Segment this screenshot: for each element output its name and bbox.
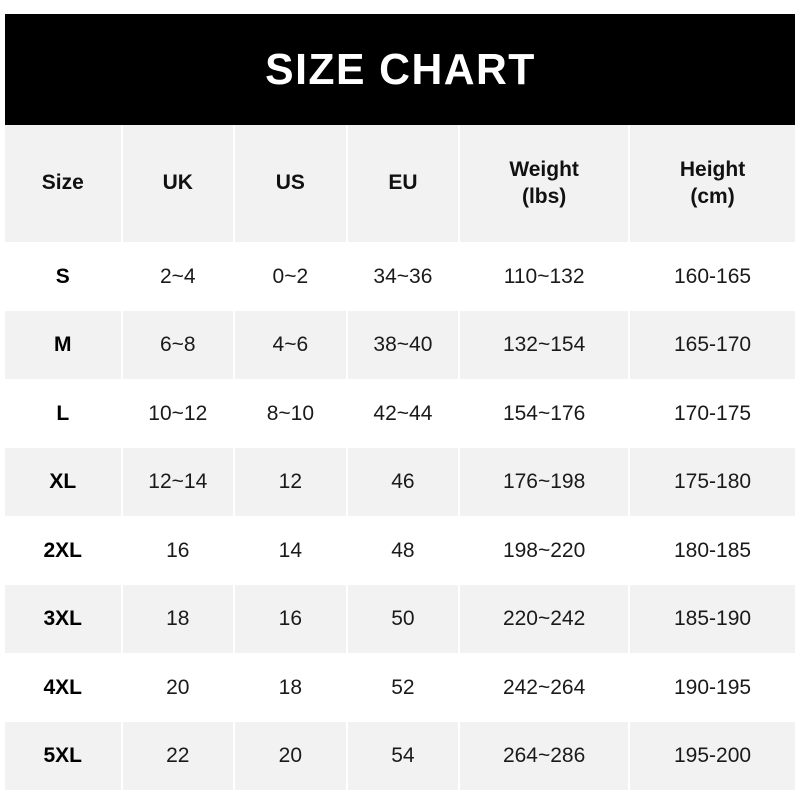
cell-eu: 50 <box>346 584 461 653</box>
cell-us: 20 <box>234 721 348 790</box>
column-header-size: Size <box>5 125 123 242</box>
cell-us: 16 <box>234 584 348 653</box>
cell-uk: 10~12 <box>121 379 236 448</box>
cell-size: S <box>5 242 123 311</box>
cell-height: 185-190 <box>629 584 795 653</box>
cell-height: 190-195 <box>629 653 795 722</box>
cell-size: M <box>5 310 123 379</box>
table-header: Size UK US EU Weight (lbs) Height (cm) <box>5 125 795 242</box>
table-row: L 10~12 8~10 42~44 154~176 170-175 <box>5 379 795 448</box>
cell-size: XL <box>5 447 123 516</box>
cell-eu: 52 <box>346 653 461 722</box>
cell-weight: 110~132 <box>459 242 631 311</box>
cell-eu: 48 <box>346 516 461 585</box>
cell-weight: 220~242 <box>459 584 631 653</box>
table-row: 2XL 16 14 48 198~220 180-185 <box>5 516 795 585</box>
cell-weight: 154~176 <box>459 379 631 448</box>
cell-weight: 242~264 <box>459 653 631 722</box>
column-header-height: Height (cm) <box>629 125 795 242</box>
header-label-size: Size <box>41 171 84 195</box>
column-header-uk: UK <box>121 125 236 242</box>
header-label-us: US <box>275 171 305 195</box>
cell-uk: 2~4 <box>121 242 236 311</box>
cell-weight: 264~286 <box>459 721 631 790</box>
cell-size: L <box>5 379 123 448</box>
cell-uk: 16 <box>121 516 236 585</box>
cell-eu: 38~40 <box>346 310 461 379</box>
cell-size: 3XL <box>5 584 123 653</box>
cell-uk: 20 <box>121 653 236 722</box>
table-row: 5XL 22 20 54 264~286 195-200 <box>5 721 795 790</box>
cell-us: 12 <box>234 447 348 516</box>
table-row: XL 12~14 12 46 176~198 175-180 <box>5 447 795 516</box>
cell-eu: 54 <box>346 721 461 790</box>
cell-uk: 12~14 <box>121 447 236 516</box>
cell-size: 5XL <box>5 721 123 790</box>
cell-us: 8~10 <box>234 379 348 448</box>
header-label-height: Height <box>679 158 746 182</box>
table-row: 3XL 18 16 50 220~242 185-190 <box>5 584 795 653</box>
cell-height: 170-175 <box>629 379 795 448</box>
cell-size: 2XL <box>5 516 123 585</box>
cell-uk: 6~8 <box>121 310 236 379</box>
page-title: SIZE CHART <box>264 44 536 94</box>
cell-height: 175-180 <box>629 447 795 516</box>
table-row: S 2~4 0~2 34~36 110~132 160-165 <box>5 242 795 311</box>
table-body: S 2~4 0~2 34~36 110~132 160-165 M 6~8 4~6 38~40 13… <box>5 242 795 790</box>
column-header-eu: EU <box>346 125 461 242</box>
cell-height: 195-200 <box>629 721 795 790</box>
title-banner: SIZE CHART <box>5 14 795 125</box>
cell-weight: 198~220 <box>459 516 631 585</box>
cell-uk: 22 <box>121 721 236 790</box>
header-label-uk: UK <box>162 171 193 195</box>
cell-us: 14 <box>234 516 348 585</box>
cell-eu: 42~44 <box>346 379 461 448</box>
size-chart-table: Size UK US EU Weight (lbs) Height (cm) <box>5 125 795 790</box>
header-unit-weight: (lbs) <box>521 184 567 208</box>
cell-weight: 176~198 <box>459 447 631 516</box>
cell-height: 165-170 <box>629 310 795 379</box>
cell-height: 160-165 <box>629 242 795 311</box>
header-unit-height: (cm) <box>690 184 735 208</box>
header-label-weight: Weight <box>509 158 579 182</box>
header-row: Size UK US EU Weight (lbs) Height (cm) <box>5 125 795 242</box>
table-row: M 6~8 4~6 38~40 132~154 165-170 <box>5 310 795 379</box>
cell-us: 4~6 <box>234 310 348 379</box>
cell-us: 18 <box>234 653 348 722</box>
table-row: 4XL 20 18 52 242~264 190-195 <box>5 653 795 722</box>
cell-uk: 18 <box>121 584 236 653</box>
cell-size: 4XL <box>5 653 123 722</box>
cell-weight: 132~154 <box>459 310 631 379</box>
column-header-weight: Weight (lbs) <box>459 125 631 242</box>
cell-eu: 34~36 <box>346 242 461 311</box>
cell-height: 180-185 <box>629 516 795 585</box>
cell-us: 0~2 <box>234 242 348 311</box>
header-label-eu: EU <box>388 171 418 195</box>
cell-eu: 46 <box>346 447 461 516</box>
column-header-us: US <box>234 125 348 242</box>
